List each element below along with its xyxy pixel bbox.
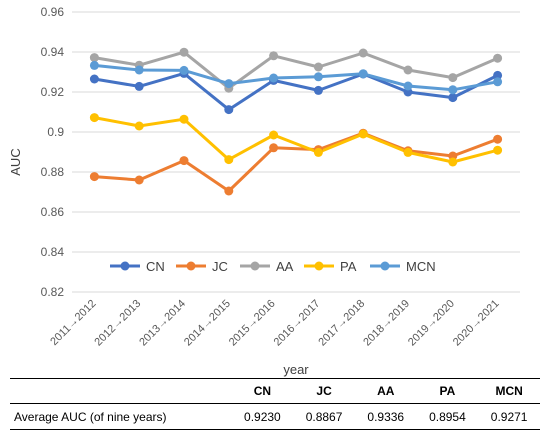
data-point-cn [89, 74, 99, 84]
x-tick-label: 2020→2021 [451, 298, 502, 349]
table-header-cn: CN [231, 378, 294, 404]
data-point-aa [358, 48, 368, 58]
table-header-mcn: MCN [478, 378, 540, 404]
data-point-mcn [89, 60, 99, 70]
table-header-pa: PA [416, 378, 479, 404]
x-tick-label: 2015→2016 [227, 298, 278, 349]
y-tick-label: 0.94 [41, 45, 65, 59]
data-point-mcn [224, 79, 234, 89]
x-tick-label: 2017→2018 [316, 298, 367, 349]
data-point-mcn [358, 69, 368, 79]
data-point-mcn [493, 77, 503, 87]
legend-label-jc: JC [212, 259, 228, 274]
table-cell-jc: 0.8867 [293, 403, 355, 430]
table-row-label: Average AUC (of nine years) [10, 403, 232, 430]
x-tick-label: 2014→2015 [182, 298, 233, 349]
legend-marker-pa [314, 261, 324, 271]
x-axis-label: year [283, 362, 309, 377]
data-point-jc [269, 143, 279, 153]
y-tick-label: 0.92 [41, 85, 65, 99]
data-point-jc [224, 186, 234, 196]
table-header-row: CN JC AA PA MCN [10, 378, 540, 404]
data-point-cn [448, 93, 458, 103]
series-line-jc [92, 131, 500, 193]
data-point-pa [448, 157, 458, 167]
x-tick-label: 2012→2013 [92, 298, 143, 349]
series-line-aa [92, 50, 500, 90]
table-header-aa: AA [354, 378, 417, 404]
average-auc-table: CN JC AA PA MCN Average AUC (of nine yea… [10, 378, 540, 430]
y-tick-label: 0.9 [47, 125, 64, 139]
y-tick-label: 0.88 [41, 165, 65, 179]
y-tick-label: 0.86 [41, 205, 65, 219]
legend-marker-cn [120, 261, 130, 271]
table-cell-mcn: 0.9271 [478, 403, 540, 430]
x-tick-label: 2011→2012 [48, 298, 98, 348]
series-line-cn [92, 71, 500, 112]
data-point-mcn [403, 81, 413, 91]
y-tick-label: 0.84 [41, 245, 65, 259]
data-point-cn [313, 85, 323, 95]
data-point-pa [179, 114, 189, 124]
x-tick-label: 2019→2020 [406, 298, 457, 349]
legend-label-mcn: MCN [406, 259, 436, 274]
y-tick-label: 0.96 [41, 5, 65, 19]
legend-label-cn: CN [146, 259, 165, 274]
data-point-aa [89, 53, 99, 63]
legend-marker-mcn [380, 261, 390, 271]
x-tick-labels: 2011→20122012→20132013→20142014→20152015… [48, 298, 501, 349]
data-point-aa [269, 51, 279, 61]
legend-marker-jc [186, 261, 196, 271]
table-cell-pa: 0.8954 [416, 403, 479, 430]
legend-label-pa: PA [340, 259, 357, 274]
legend-label-aa: AA [276, 259, 294, 274]
data-point-pa [269, 130, 279, 140]
data-point-cn [493, 70, 503, 80]
series-line-mcn [92, 63, 500, 92]
data-point-mcn [313, 72, 323, 82]
data-point-jc [134, 175, 144, 185]
x-tick-label: 2018→2019 [361, 298, 412, 349]
table-cell-aa: 0.9336 [354, 403, 417, 430]
data-point-pa [134, 121, 144, 131]
table-header-jc: JC [293, 378, 355, 404]
data-point-mcn [134, 65, 144, 75]
data-point-jc [179, 156, 189, 166]
y-tick-labels: 0.82 0.84 0.86 0.88 0.9 0.92 0.94 0.96 [41, 5, 65, 299]
data-point-pa [493, 145, 503, 155]
data-point-aa [448, 73, 458, 83]
series-points [89, 47, 503, 196]
data-point-aa [403, 65, 413, 75]
line-chart: 0.82 0.84 0.86 0.88 0.9 0.92 0.94 0.96 2011→201… [8, 5, 520, 377]
data-point-aa [313, 62, 323, 72]
data-point-pa [358, 129, 368, 139]
series-lines [92, 50, 500, 193]
data-point-mcn [179, 65, 189, 75]
x-tick-label: 2013→2014 [137, 298, 188, 349]
series-line-pa [92, 116, 500, 164]
data-point-aa [179, 47, 189, 57]
data-point-aa [493, 53, 503, 63]
x-tick-label: 2016→2017 [272, 298, 323, 349]
table-cell-cn: 0.9230 [231, 403, 294, 430]
data-point-pa [403, 147, 413, 157]
y-axis-label: AUC [8, 148, 23, 175]
y-tick-label: 0.82 [41, 285, 65, 299]
data-point-jc [89, 172, 99, 182]
data-point-pa [224, 155, 234, 165]
gridlines [72, 11, 520, 293]
legend: CN JC AA PA MCN [110, 259, 436, 274]
data-point-pa [89, 113, 99, 123]
data-point-pa [313, 147, 323, 157]
legend-marker-aa [250, 261, 260, 271]
data-point-mcn [448, 85, 458, 95]
data-point-cn [224, 105, 234, 115]
data-point-cn [134, 81, 144, 91]
table-row: Average AUC (of nine years) 0.9230 0.886… [10, 403, 540, 430]
data-point-jc [493, 134, 503, 144]
data-point-mcn [269, 73, 279, 83]
table-header-blank [10, 378, 232, 404]
